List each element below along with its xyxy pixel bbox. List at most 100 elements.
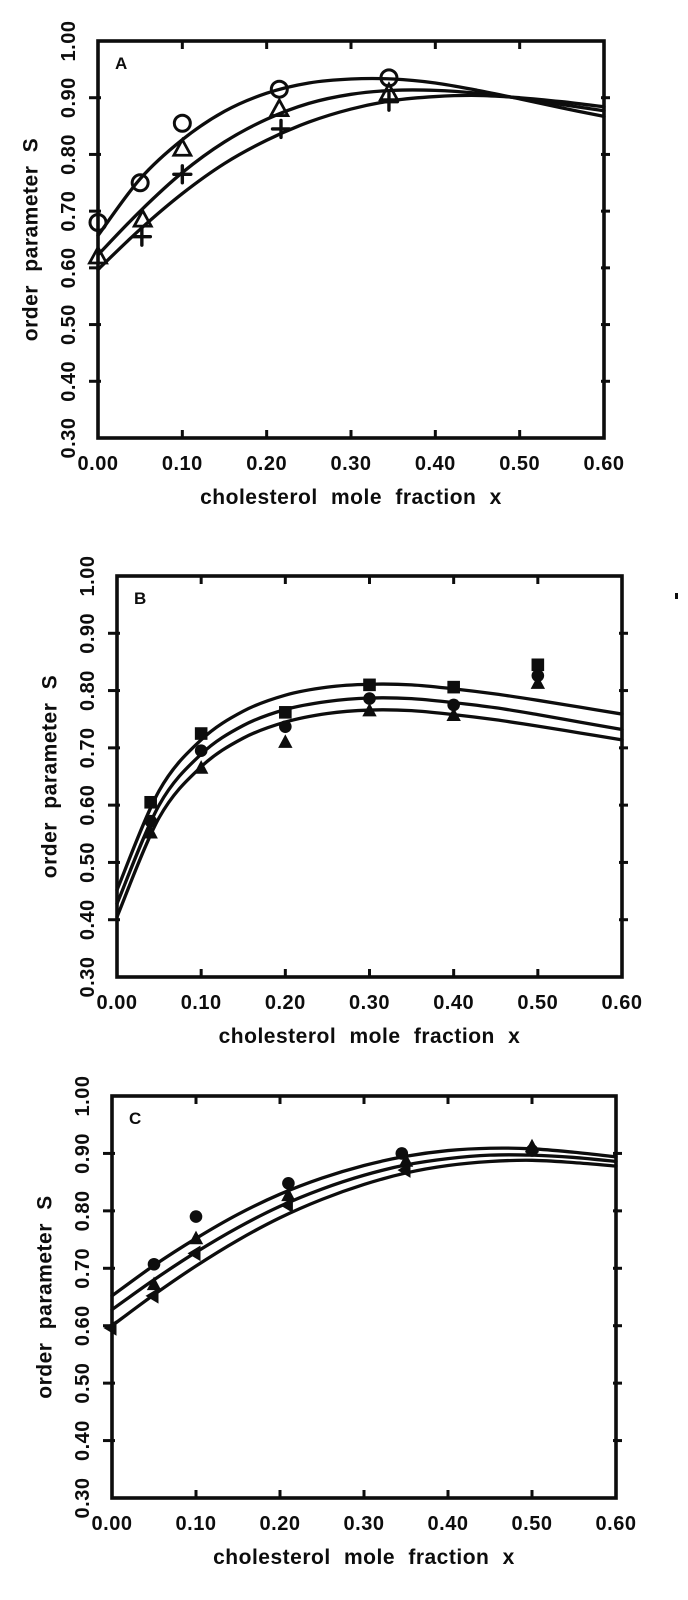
marker-filled-circle [194,744,208,758]
marker-filled-circle [282,1176,295,1190]
marker-filled-circle [147,1257,161,1271]
marker-filled-square [447,680,460,694]
panel-letter: C [129,1109,141,1128]
marker-filled-square [363,678,376,692]
fit-curve-filled-circle-series [110,1146,618,1298]
x-tick-label: 0.40 [415,453,456,475]
fit-curve-open-circle-series [96,76,606,238]
fit-curve-open-triangle-series [96,88,606,257]
x-tick-label: 0.10 [176,1513,217,1535]
y-tick-label: 0.80 [77,670,99,711]
x-tick-label: 0.30 [349,992,390,1014]
panel-a: 0.00 0.10 0.20 0.30 0.40 0.50 0.60 0.30 0.40 0.50… [19,21,624,509]
x-tick-label: 0.40 [433,992,474,1014]
x-axis-title: cholesterol mole fraction x [213,1546,515,1569]
marker-open-circle [130,173,150,193]
y-tick-label: 0.70 [72,1248,94,1289]
x-tick-label: 0.00 [97,992,138,1014]
marker-plus [270,118,292,140]
filled-circle-series [144,669,545,828]
marker-filled-triangle-up [143,824,158,839]
marker-filled-triangle-up [188,1230,204,1245]
fit-curve-plus-series [96,93,606,272]
x-tick-label: 0.00 [92,1513,133,1535]
y-tick-label: 0.50 [77,842,99,883]
y-tick-label: 0.50 [58,304,80,345]
marker-filled-triangle-up [278,734,293,748]
marker-filled-triangle-left [103,1320,117,1336]
marker-plus [131,226,153,247]
x-axis-title: cholesterol mole fraction x [219,1025,521,1048]
y-tick-label: 0.60 [58,247,80,288]
fit-curve-filled-triangle-left-series [110,1158,618,1328]
y-tick-label: 0.90 [58,77,80,118]
x-tick-label: 0.60 [602,992,643,1014]
x-tick-label: 0.60 [596,1513,637,1535]
marker-filled-triangle-left [279,1197,293,1213]
x-tick-label: 0.50 [517,992,558,1014]
marker-filled-triangle-up [281,1187,296,1202]
x-axis-title: cholesterol mole fraction x [200,486,502,509]
panel-letter: B [134,589,146,608]
marker-open-circle [172,113,192,133]
filled-triangle-left-series [103,1162,411,1336]
x-tick-label: 0.20 [265,992,306,1014]
x-tick-label: 0.30 [344,1513,385,1535]
filled-circle-series [147,1144,539,1271]
x-tick-label: 0.00 [78,453,119,475]
y-tick-label: 0.90 [77,613,99,654]
panel-c: 0.00 0.10 0.20 0.30 0.40 0.50 0.60 0.30 0.40 0.50… [33,1076,636,1569]
marker-filled-square [144,795,157,809]
marker-filled-triangle-up [193,760,209,774]
marker-filled-triangle-up [524,1138,540,1153]
y-tick-label: 0.50 [72,1363,94,1404]
x-tick-label: 0.60 [584,453,625,475]
x-tick-label: 0.40 [428,1513,469,1535]
x-tick-label: 0.50 [499,453,540,475]
y-axis-title: order parameter S [38,675,61,878]
y-tick-label: 0.60 [72,1305,94,1346]
marker-filled-triangle-left [145,1288,159,1304]
y-tick-label: 1.00 [58,21,80,62]
plus-series [131,91,400,247]
marker-filled-circle [189,1210,203,1223]
marker-filled-circle [363,692,376,705]
y-axis-title: order parameter S [33,1195,56,1398]
marker-filled-circle [447,698,460,712]
marker-open-triangle [268,97,291,117]
panel-b: 0.00 0.10 0.20 0.30 0.40 0.50 0.60 0.30 0.40 0.50… [38,556,642,1048]
y-tick-label: 0.40 [77,899,99,940]
x-tick-label: 0.20 [246,453,287,475]
fit-curve-filled-triangle-series [115,708,624,919]
y-tick-label: 1.00 [77,556,99,597]
fit-curve-filled-triangle-up-series [110,1153,618,1312]
marker-open-triangle [131,207,154,228]
y-tick-label: 1.00 [72,1076,94,1117]
marker-open-circle [88,212,108,232]
y-tick-label: 0.70 [77,727,99,768]
y-tick-label: 0.40 [58,361,80,402]
x-tick-label: 0.10 [162,453,203,475]
x-tick-label: 0.20 [260,1513,301,1535]
y-tick-label: 0.80 [72,1190,94,1231]
marker-plus [378,91,400,112]
scan-speck [675,593,678,599]
x-tick-label: 0.50 [512,1513,553,1535]
y-tick-label: 0.30 [58,418,80,459]
marker-filled-square [279,706,292,719]
marker-plus [172,164,193,185]
y-tick-label: 0.40 [72,1420,94,1461]
marker-filled-triangle-left [187,1245,201,1262]
marker-filled-square [194,727,208,740]
marker-open-triangle [171,136,194,157]
marker-filled-triangle-up [146,1276,162,1291]
x-tick-label: 0.10 [181,992,222,1014]
y-tick-label: 0.30 [72,1478,94,1519]
y-tick-label: 0.60 [77,785,99,826]
filled-triangle-series [143,675,546,839]
panel-letter: A [115,54,127,73]
marker-filled-circle [279,720,292,733]
marker-filled-circle [144,814,157,828]
